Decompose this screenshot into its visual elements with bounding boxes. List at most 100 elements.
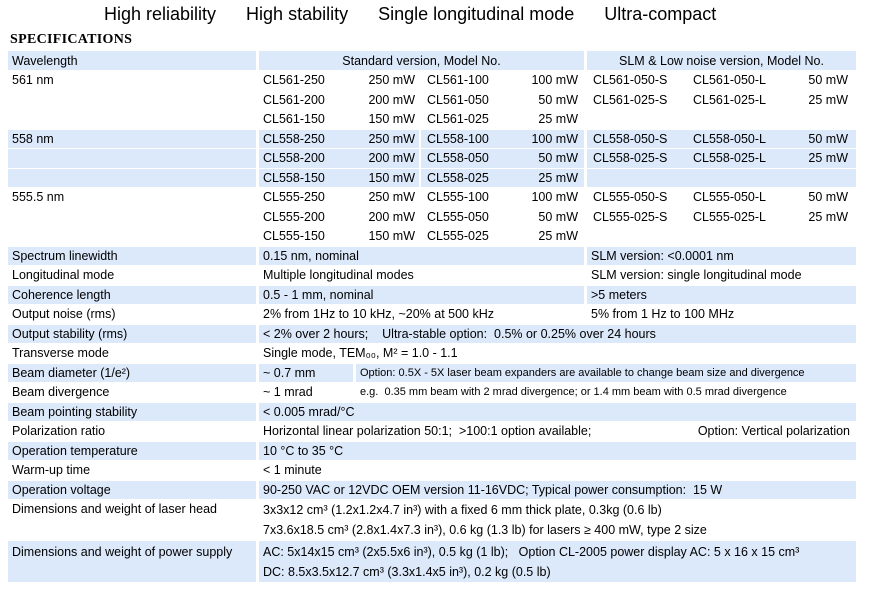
model-number: CL561-025-L	[693, 92, 766, 107]
slm-models-cell	[587, 168, 856, 187]
model-number: CL555-025-S	[593, 209, 668, 224]
model-number: CL558-025-L	[693, 151, 766, 166]
spec-row-power-supply-dimensions: Dimensions and weight of power supply AC…	[8, 541, 856, 583]
param-label: Dimensions and weight of power supply	[8, 541, 256, 582]
model-power: 25 mW	[538, 112, 578, 127]
wavelength-label	[8, 168, 256, 187]
table-row: CL558-150 150 mW CL558-025 25 mW	[8, 168, 856, 188]
slm-models-cell: CL561-025-S CL561-025-L 25 mW	[587, 91, 856, 110]
column-divider	[256, 383, 259, 402]
slm-models-cell	[587, 227, 856, 246]
model-power: 150 mW	[368, 229, 415, 244]
column-divider	[256, 461, 259, 480]
column-divider	[256, 363, 259, 382]
slm-models-cell	[587, 110, 856, 129]
column-divider	[256, 324, 259, 343]
model-power: 50 mW	[808, 73, 848, 88]
column-divider	[584, 110, 587, 129]
model-number: CL555-150	[263, 229, 325, 244]
wavelength-label	[8, 208, 256, 227]
model-number: CL561-250	[263, 73, 325, 88]
cell-divider	[419, 227, 421, 246]
column-divider	[256, 305, 259, 324]
wavelength-label	[8, 91, 256, 110]
model-number: CL558-025	[427, 170, 489, 185]
column-divider	[256, 168, 259, 187]
header-slm-version: SLM & Low noise version, Model No.	[587, 51, 856, 70]
spec-value: 90-250 VAC or 12VDC OEM version 11-16VDC…	[259, 480, 856, 499]
slm-models-cell: CL558-050-S CL558-050-L 50 mW	[587, 129, 856, 148]
column-divider	[584, 246, 587, 265]
spec-row-transverse-mode: Transverse mode Single mode, TEM₀₀, M² =…	[8, 344, 856, 364]
column-divider	[256, 266, 259, 285]
model-number: CL555-050-L	[693, 190, 766, 205]
param-label: Spectrum linewidth	[8, 246, 256, 265]
spec-row-spectrum-linewidth: Spectrum linewidth 0.15 nm, nominal SLM …	[8, 246, 856, 266]
model-power: 50 mW	[538, 151, 578, 166]
model-power: 200 mW	[368, 209, 415, 224]
param-label: Transverse mode	[12, 346, 109, 361]
table-row: CL555-200 200 mW CL555-050 50 mW CL555-0…	[8, 207, 856, 227]
model-power: 100 mW	[531, 131, 578, 146]
spec-value: ~ 0.7 mm	[259, 363, 353, 382]
wavelength-label	[8, 227, 256, 246]
model-power: 25 mW	[808, 92, 848, 107]
feature-phrase: High reliability	[104, 4, 217, 24]
standard-models-cell: CL558-250 250 mW CL558-100 100 mW	[259, 129, 584, 148]
model-power: 25 mW	[538, 170, 578, 185]
spec-value: 10 °C to 35 °C	[259, 441, 856, 460]
slm-value: SLM version: single longitudinal mode	[591, 268, 802, 283]
option-note: Option: 0.5X - 5X laser beam expanders a…	[356, 363, 856, 382]
spec-row-longitudinal-mode: Longitudinal mode Multiple longitudinal …	[8, 266, 856, 286]
model-power: 100 mW	[531, 190, 578, 205]
column-divider	[256, 188, 259, 207]
model-power: 25 mW	[538, 229, 578, 244]
model-number: CL561-150	[263, 112, 325, 127]
spec-value: AC: 5x14x15 cm³ (2x5.5x6 in³), 0.5 kg (1…	[259, 541, 856, 582]
slm-value: >5 meters	[587, 285, 856, 304]
model-power: 250 mW	[368, 131, 415, 146]
param-label: Polarization ratio	[12, 424, 106, 439]
model-number: CL558-250	[263, 131, 325, 146]
param-label: Warm-up time	[12, 463, 91, 478]
cell-divider	[419, 168, 421, 187]
specifications-table: Wavelength Standard version, Model No. S…	[8, 51, 856, 583]
column-divider	[584, 266, 587, 285]
column-divider	[256, 541, 259, 582]
column-divider	[584, 71, 587, 90]
model-number: CL561-050-L	[693, 73, 766, 88]
spec-value: < 0.005 mrad/°C	[259, 402, 856, 421]
cell-divider	[419, 207, 421, 226]
model-number: CL555-025	[427, 229, 489, 244]
model-power: 250 mW	[368, 190, 415, 205]
param-label: Operation voltage	[8, 480, 256, 499]
slm-value: SLM version: <0.0001 nm	[587, 246, 856, 265]
wavelength-label	[8, 149, 256, 168]
model-power: 150 mW	[368, 170, 415, 185]
header-wavelength: Wavelength	[8, 51, 256, 70]
wavelength-label	[8, 110, 256, 129]
model-number: CL558-050-S	[593, 131, 668, 146]
column-divider	[256, 51, 259, 70]
spec-row-laser-head-dimensions: Dimensions and weight of laser head 3x3x…	[8, 500, 856, 541]
column-divider	[256, 285, 259, 304]
table-header-row: Wavelength Standard version, Model No. S…	[8, 51, 856, 71]
spec-row-polarization-ratio: Polarization ratio Horizontal linear pol…	[8, 422, 856, 442]
column-divider	[584, 207, 587, 226]
spec-row-warmup-time: Warm-up time < 1 minute	[8, 461, 856, 481]
model-power: 50 mW	[538, 209, 578, 224]
cell-divider	[419, 90, 421, 109]
column-divider	[584, 90, 587, 109]
spec-row-operation-temperature: Operation temperature 10 °C to 35 °C	[8, 441, 856, 461]
param-label: Dimensions and weight of laser head	[12, 502, 217, 516]
column-divider	[584, 129, 587, 148]
model-power: 100 mW	[531, 73, 578, 88]
column-divider	[256, 207, 259, 226]
standard-value: 0.15 nm, nominal	[259, 246, 584, 265]
cell-divider	[419, 188, 421, 207]
column-divider	[584, 168, 587, 187]
column-divider	[256, 246, 259, 265]
column-divider	[584, 149, 587, 168]
model-number: CL558-050-L	[693, 131, 766, 146]
